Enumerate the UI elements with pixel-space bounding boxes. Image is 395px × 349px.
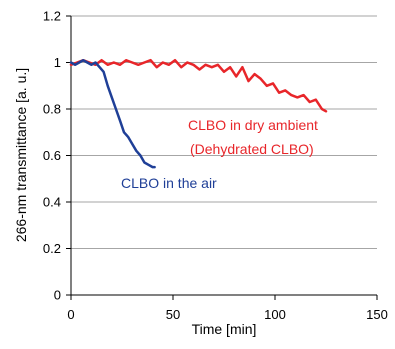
x-tick-labels: 0 50 100 150 [67,295,388,322]
y-tick-label: 1.2 [43,9,61,24]
x-tick-label: 150 [366,307,388,322]
y-tick-label: 0.8 [43,102,61,117]
y-axis-title: 266-nm transmittance [a. u.] [13,68,29,242]
series-line-in-air [69,58,156,169]
y-tick-label: 0 [54,288,61,303]
y-tick-label: 0.4 [43,195,61,210]
y-tick-labels: 0 0.2 0.4 0.6 0.8 1 1.2 [43,9,71,303]
y-tick-label: 1 [54,55,61,70]
x-tick-label: 100 [264,307,286,322]
x-tick-label: 50 [166,307,180,322]
series-line-dry-ambient [69,58,328,113]
annotation-dry-ambient: CLBO in dry ambient [188,117,318,133]
y-tick-label: 0.2 [43,241,61,256]
annotation-dehydrated: (Dehydrated CLBO) [190,141,314,157]
y-tick-label: 0.6 [43,148,61,163]
x-axis-title: Time [min] [192,321,257,337]
x-tick-label: 0 [67,307,74,322]
series-lines [69,58,328,169]
annotation-in-air: CLBO in the air [121,175,217,191]
